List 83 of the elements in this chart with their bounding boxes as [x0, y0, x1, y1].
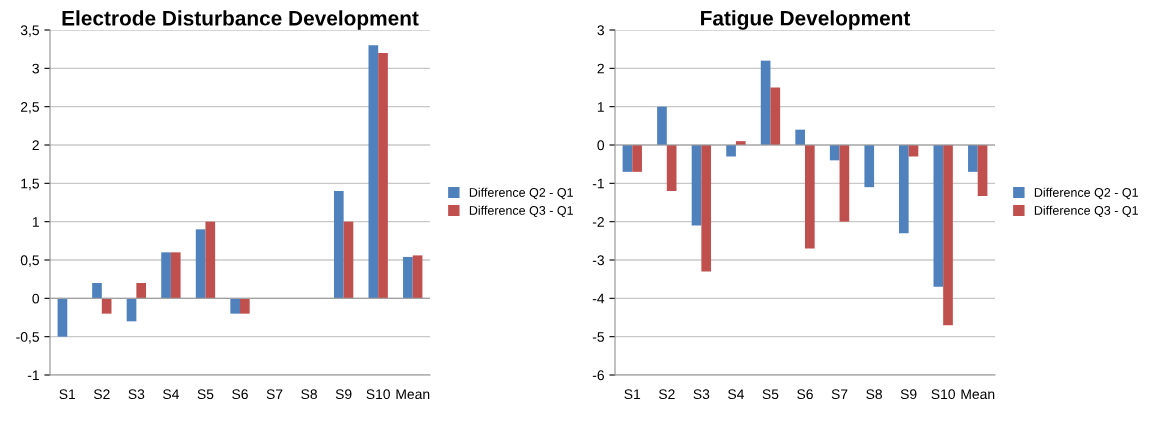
- bar: [943, 145, 953, 326]
- legend-label: Difference Q2 - Q1: [1034, 187, 1138, 200]
- bar: [161, 252, 171, 299]
- bar: [170, 252, 181, 299]
- bar: [898, 145, 909, 234]
- x-tick-label: S8: [301, 389, 317, 400]
- bar: [666, 145, 677, 191]
- y-tick-label: 1,5: [21, 178, 39, 191]
- y-tick-label: -4: [592, 293, 605, 304]
- legend-label: Difference Q3 - Q1: [1034, 205, 1138, 218]
- x-tick-label: S7: [831, 389, 848, 400]
- bar: [378, 53, 388, 299]
- y-tick-label: 0: [597, 140, 605, 151]
- x-tick-label: S5: [762, 389, 779, 400]
- bar: [412, 255, 423, 299]
- bar: [760, 60, 771, 145]
- x-tick-label: S5: [197, 389, 214, 400]
- y-tick-label: -1: [27, 370, 39, 381]
- bar: [805, 145, 815, 249]
- bar: [632, 145, 642, 172]
- bar: [829, 145, 840, 161]
- x-tick-label: S1: [59, 389, 76, 400]
- bar: [622, 145, 633, 172]
- y-tick-label: 2: [597, 63, 604, 74]
- bar: [770, 87, 781, 145]
- y-tick-label: 3: [597, 25, 604, 36]
- bar: [864, 145, 875, 188]
- bar: [368, 45, 379, 299]
- y-tick-label: -2: [592, 217, 604, 227]
- bar: [230, 298, 240, 314]
- bar: [657, 106, 667, 145]
- y-tick-label: -1: [592, 178, 604, 189]
- bar: [968, 145, 978, 172]
- bar: [333, 191, 344, 299]
- y-tick-label: 2,5: [20, 102, 39, 114]
- bar: [92, 283, 102, 299]
- x-tick-label: S8: [866, 389, 882, 400]
- bar: [726, 145, 736, 157]
- x-tick-label: S3: [128, 389, 145, 400]
- legend-label: Difference Q2 - Q1: [469, 187, 573, 200]
- bar: [795, 129, 805, 145]
- x-tick-label: Mean: [961, 389, 995, 400]
- x-tick-label: S9: [900, 389, 917, 400]
- y-tick-label: -3: [592, 255, 604, 266]
- y-tick-label: -6: [592, 370, 604, 381]
- legend-label: Difference Q3 - Q1: [469, 205, 573, 218]
- chart-title: Electrode Disturbance Development: [62, 10, 419, 30]
- bar: [933, 145, 944, 287]
- bar: [343, 221, 354, 299]
- bar: [205, 221, 216, 299]
- x-tick-label: S10: [366, 389, 390, 400]
- x-tick-label: S7: [266, 389, 283, 400]
- x-tick-label: S2: [93, 389, 110, 400]
- y-tick-label: 3: [32, 63, 39, 74]
- x-tick-label: S3: [693, 389, 710, 400]
- y-tick-label: -5: [592, 332, 604, 342]
- x-tick-label: S4: [163, 389, 179, 400]
- x-tick-label: S6: [797, 389, 813, 400]
- y-tick-label: 3,5: [20, 25, 39, 37]
- chart-title: Fatigue Development: [701, 10, 911, 30]
- x-tick-label: S2: [658, 389, 675, 400]
- bar: [101, 298, 112, 314]
- bar: [57, 298, 68, 337]
- x-tick-label: S6: [232, 389, 248, 400]
- x-tick-label: S9: [335, 389, 352, 400]
- x-tick-label: S4: [728, 389, 744, 400]
- bar: [403, 256, 413, 299]
- bar: [839, 145, 850, 222]
- y-tick-label: 0,5: [20, 255, 39, 267]
- bar: [691, 145, 702, 226]
- y-tick-label: 2: [32, 140, 39, 151]
- x-tick-label: Mean: [396, 389, 430, 400]
- x-tick-label: S10: [931, 389, 955, 400]
- y-tick-label: -0,5: [16, 332, 39, 344]
- bar: [136, 283, 147, 299]
- bar: [240, 298, 250, 314]
- y-tick-label: 1: [32, 217, 39, 227]
- y-tick-label: 1: [597, 102, 604, 112]
- y-tick-label: 0: [32, 293, 40, 304]
- bar: [701, 145, 712, 272]
- x-tick-label: S1: [624, 389, 641, 400]
- bar: [195, 229, 206, 299]
- bar: [977, 145, 988, 196]
